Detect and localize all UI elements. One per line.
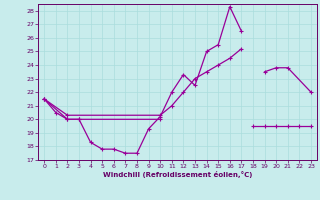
X-axis label: Windchill (Refroidissement éolien,°C): Windchill (Refroidissement éolien,°C) (103, 171, 252, 178)
